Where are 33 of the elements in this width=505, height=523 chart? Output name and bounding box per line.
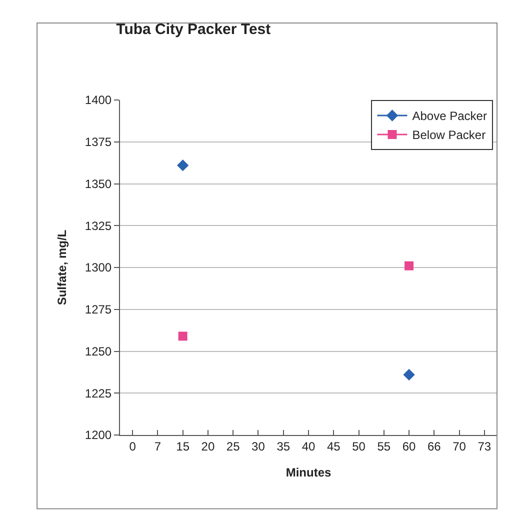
point [403,368,415,381]
y-tick-label: 1350 [84,176,112,191]
point [178,332,188,341]
x-tick-label: 35 [276,439,290,454]
y-tick-label: 1275 [84,302,112,317]
x-tick-label: 50 [352,439,366,454]
x-tick-label: 25 [226,439,240,454]
point [176,159,189,172]
legend-label: Above Packer [412,109,487,124]
y-tick-label: 1300 [84,260,112,275]
y-axis-title: Sulfate, mg/L [55,230,70,306]
point [404,261,414,270]
y-tick-label: 1200 [84,428,112,442]
x-tick-label: 0 [129,439,136,454]
y-tick-label: 1225 [84,386,112,400]
x-axis-title: Minutes [286,465,332,480]
x-tick-label: 55 [377,439,391,454]
x-tick-label: 70 [452,439,466,454]
x-tick-label: 40 [302,439,316,454]
x-tick-label: 15 [176,439,190,454]
x-tick-label: 66 [427,439,442,454]
y-tick-label: 1375 [84,135,112,150]
x-tick-label: 7 [154,439,162,454]
x-tick-label: 45 [326,439,341,454]
x-tick-label: 30 [252,439,266,454]
y-tick-label: 1400 [84,93,112,108]
y-tick-label: 1250 [84,344,112,358]
y-tick-label: 1325 [84,218,112,233]
x-tick-label: 60 [402,439,416,454]
x-tick-label: 20 [201,439,215,454]
legend-label: Below Packer [412,128,486,142]
chart-title: Tuba City Packer Test [116,21,271,38]
x-tick-label: 73 [478,439,492,454]
